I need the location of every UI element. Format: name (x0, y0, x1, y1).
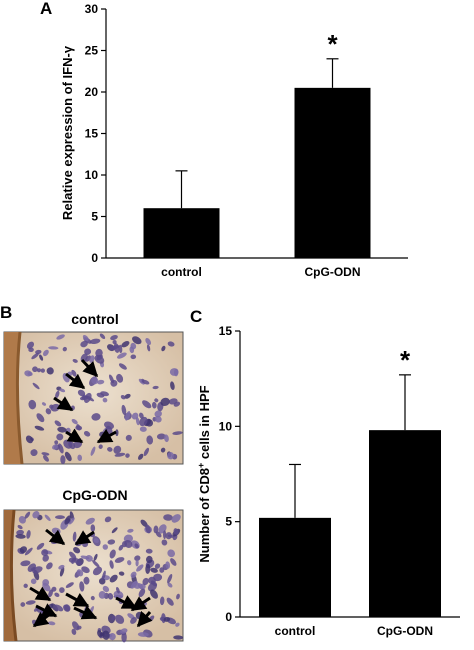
chart-c: 0 5 10 15 control CpG-ODN * Number of CD8+ cell… (196, 324, 460, 638)
chart-c-y-axis-label: Number of CD8+ cells in HPF (196, 385, 212, 562)
chart-c-y-tick-label: 0 (225, 610, 232, 624)
chart-c-y-axis-label-part: + (196, 463, 206, 468)
micrograph-control (3, 331, 184, 465)
chart-a-category-label-1: CpG-ODN (305, 265, 361, 279)
chart-a: 0 5 10 15 20 25 30 control CpG-ODN * Relative expr… (60, 2, 408, 279)
panel-letter-a: A (40, 0, 52, 18)
chart-a-category-label-0: control (161, 265, 202, 279)
chart-a-y-tick-label: 5 (91, 210, 98, 224)
chart-a-y-tick-label: 10 (85, 168, 99, 182)
arrows-cpg (29, 528, 153, 628)
chart-a-significance-1: * (327, 29, 338, 59)
chart-c-y-tick-label: 10 (219, 419, 233, 433)
micrograph-cpg (3, 509, 184, 643)
chart-c-y-tick-label: 15 (219, 324, 233, 338)
chart-a-y-tick-label: 25 (85, 44, 99, 58)
chart-a-y-tick-label: 20 (85, 85, 99, 99)
photo-title-control: control (71, 311, 118, 327)
chart-a-y-tick-label: 30 (85, 2, 99, 16)
chart-c-y-tick-label: 5 (225, 515, 232, 529)
chart-a-y-tick-label: 0 (91, 251, 98, 265)
arrows-control (53, 358, 117, 444)
chart-c-significance-1: * (400, 345, 411, 375)
chart-a-y-tick-label: 15 (85, 127, 99, 141)
panel-letter-b: B (0, 303, 12, 322)
chart-c-bar-0 (259, 517, 331, 617)
chart-c-y-axis-label-part: cells in HPF (197, 385, 212, 462)
micrograph-panel: control CpG-ODN (3, 311, 184, 643)
chart-c-category-label-1: CpG-ODN (377, 624, 433, 638)
chart-a-bar-0 (143, 208, 220, 258)
chart-a-bar-1 (294, 87, 371, 258)
chart-a-y-axis-label: Relative expression of IFN-γ (60, 45, 75, 220)
panel-letter-c: C (190, 307, 202, 326)
chart-c-category-label-0: control (275, 624, 316, 638)
photo-title-cpg: CpG-ODN (62, 487, 127, 503)
chart-c-bar-1 (369, 430, 441, 617)
chart-c-y-axis-label-part: Number of CD8 (197, 468, 212, 563)
cell-nuclei-cpg (15, 511, 184, 643)
